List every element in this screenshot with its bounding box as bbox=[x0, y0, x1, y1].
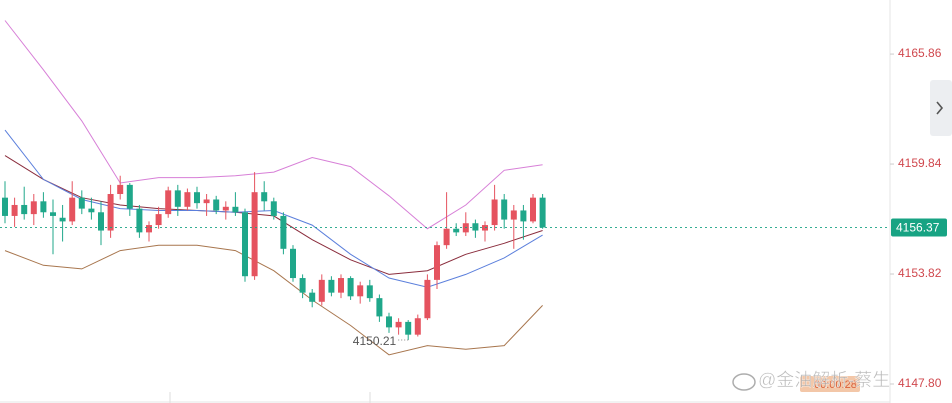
plot: 4150.21 bbox=[0, 20, 890, 356]
countdown-label: 00:00:28 bbox=[814, 379, 857, 391]
candle-body bbox=[270, 201, 277, 216]
y-tick-label: 4147.80 bbox=[898, 376, 942, 390]
candle-body bbox=[347, 278, 354, 297]
candle-body bbox=[11, 204, 18, 216]
candle-body bbox=[280, 215, 287, 249]
candle-body bbox=[184, 192, 191, 207]
y-tick-label: 4153.82 bbox=[898, 266, 942, 280]
candle-body bbox=[299, 278, 306, 293]
candle-body bbox=[424, 279, 431, 319]
candle-body bbox=[338, 278, 344, 293]
candle-body bbox=[78, 197, 85, 209]
y-tick-label: 4159.84 bbox=[898, 156, 942, 170]
candle-body bbox=[414, 318, 421, 335]
candle-body bbox=[443, 228, 450, 246]
candle-body bbox=[261, 192, 268, 202]
candle-body bbox=[290, 248, 296, 279]
candle-body bbox=[40, 201, 47, 213]
indicator-line bbox=[4, 244, 543, 356]
candle-body bbox=[126, 184, 133, 209]
candle-body bbox=[21, 204, 28, 215]
low-label: 4150.21 bbox=[353, 334, 397, 348]
candle-body bbox=[232, 206, 239, 213]
candle-body bbox=[136, 208, 143, 233]
candle-body bbox=[165, 190, 172, 215]
candle-body bbox=[50, 212, 56, 216]
candle-body bbox=[491, 199, 498, 226]
candle-body bbox=[395, 321, 402, 328]
candle-body bbox=[2, 197, 8, 216]
candle-body bbox=[107, 194, 114, 231]
candle-body bbox=[376, 298, 383, 317]
candle-body bbox=[328, 279, 335, 293]
candle-body bbox=[98, 212, 104, 231]
candle-body bbox=[530, 197, 536, 222]
candle-body bbox=[213, 199, 220, 211]
price-axis: 4147.80 4153.82 4159.84 4165.86 4156.37 00:00… bbox=[800, 46, 947, 393]
candle-body bbox=[242, 212, 248, 277]
current-price-label: 4156.37 bbox=[896, 221, 940, 235]
candle-body bbox=[117, 184, 124, 195]
candle-body bbox=[501, 199, 508, 220]
candle-body bbox=[520, 210, 527, 222]
weibo-logo bbox=[732, 373, 756, 391]
candle-body bbox=[251, 192, 258, 277]
candle-body bbox=[88, 208, 95, 213]
candle-body bbox=[405, 321, 412, 335]
candle-body bbox=[366, 285, 373, 299]
candle-body bbox=[59, 217, 66, 222]
candle-body bbox=[146, 225, 152, 233]
candle-body bbox=[203, 199, 210, 204]
candle-body bbox=[30, 201, 37, 215]
candle-body bbox=[472, 223, 479, 231]
candle-body bbox=[174, 190, 181, 207]
indicator-line bbox=[4, 20, 543, 230]
candle-body bbox=[510, 210, 517, 220]
candle-body bbox=[357, 285, 364, 297]
countdown-badge bbox=[800, 376, 860, 393]
watermark-text: @金油解析-蔡生 bbox=[758, 370, 890, 390]
chevron-icon bbox=[936, 101, 944, 115]
candle-body bbox=[386, 316, 392, 328]
candle-body bbox=[155, 214, 162, 226]
candle-body bbox=[318, 279, 325, 302]
y-tick-label: 4165.86 bbox=[898, 46, 942, 60]
candle-body bbox=[309, 292, 316, 302]
watermark: @金油解析-蔡生 bbox=[732, 370, 890, 391]
candle-body bbox=[434, 245, 440, 280]
current-price-tag bbox=[891, 218, 947, 237]
candle-body bbox=[539, 197, 546, 228]
candle-body bbox=[222, 206, 229, 211]
candle-body bbox=[194, 192, 200, 204]
candle-body bbox=[453, 228, 460, 233]
candle-body bbox=[69, 197, 76, 222]
